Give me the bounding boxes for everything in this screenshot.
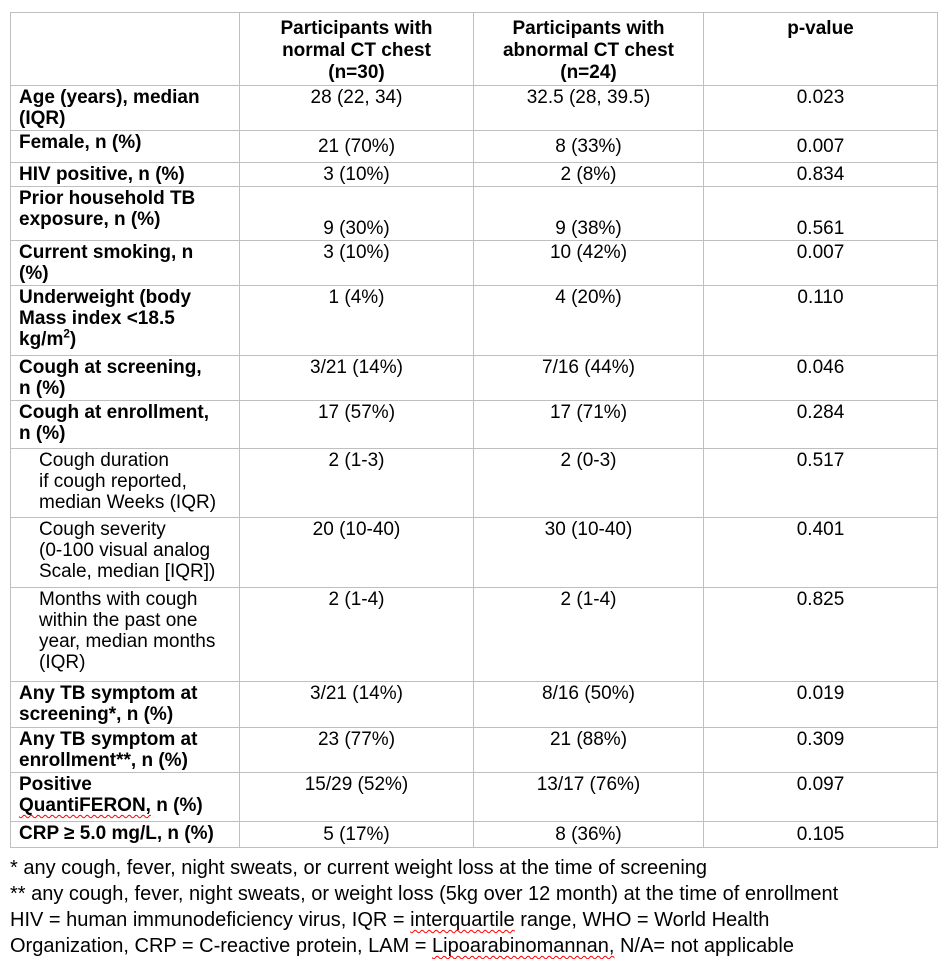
value-normal-ct: 17 (57%) [239,400,474,449]
table-row: Underweight (body Mass index <18.5 kg/m2… [10,285,938,356]
table-row: Cough duration if cough reported, median… [10,448,938,518]
value-abnormal-ct: 10 (42%) [473,240,704,286]
table-row: Prior household TB exposure, n (%) 9 (30%… [10,186,938,241]
value-abnormal-ct: 8 (33%) [473,130,704,163]
row-label: Age (years), median (IQR) [10,85,240,131]
value-normal-ct: 20 (10-40) [239,517,474,588]
table-row: Female, n (%) 21 (70%) 8 (33%) 0.007 [10,130,938,163]
text-segment: N/A= not applicable [614,935,794,957]
row-label: Cough at screening, n (%) [10,355,240,401]
table-row: CRP ≥ 5.0 mg/L, n (%) 5 (17%) 8 (36%) 0.105 [10,821,938,848]
row-label-sub: Cough duration if cough reported, median… [10,448,240,518]
row-label: Underweight (body Mass index <18.5 kg/m2… [10,285,240,356]
row-label: CRP ≥ 5.0 mg/L, n (%) [10,821,240,848]
misspelled-word: Lipoarabinomannan, [432,935,615,957]
p-value: 0.401 [703,517,938,588]
text-segment: n (%) [150,795,203,816]
value-abnormal-ct: 2 (1-4) [473,587,704,682]
table-row: Current smoking, n (%) 3 (10%) 10 (42%) 0.0… [10,240,938,286]
misspelled-word: interquartile [410,909,515,931]
text-segment: Underweight (body Mass index <18.5 kg/m [19,287,192,350]
value-normal-ct: 3/21 (14%) [239,681,474,728]
table-row: Positive QuantiFERON, n (%) 15/29 (52%) 13… [10,772,938,822]
table-row: Any TB symptom at enrollment**, n (%) 23 … [10,727,938,773]
value-abnormal-ct: 17 (71%) [473,400,704,449]
p-value: 0.046 [703,355,938,401]
p-value: 0.561 [703,186,938,241]
footnote: * any cough, fever, night sweats, or cur… [10,857,708,879]
p-value: 0.110 [703,285,938,356]
row-label: Positive QuantiFERON, n (%) [10,772,240,822]
table-row: Cough at screening, n (%) 3/21 (14%) 7/16 … [10,355,938,401]
value-abnormal-ct: 13/17 (76%) [473,772,704,822]
p-value: 0.023 [703,85,938,131]
value-normal-ct: 1 (4%) [239,285,474,356]
value-normal-ct: 2 (1-4) [239,587,474,682]
p-value: 0.007 [703,240,938,286]
table-row: HIV positive, n (%) 3 (10%) 2 (8%) 0.834 [10,162,938,187]
value-abnormal-ct: 4 (20%) [473,285,704,356]
value-normal-ct: 23 (77%) [239,727,474,773]
row-label-sub: Months with cough within the past one ye… [10,587,240,682]
row-label: Any TB symptom at screening*, n (%) [10,681,240,728]
row-label: Cough at enrollment, n (%) [10,400,240,449]
value-normal-ct: 15/29 (52%) [239,772,474,822]
column-header: p-value [703,12,938,86]
table-row: Cough at enrollment, n (%) 17 (57%) 17 (71… [10,400,938,449]
baseline-characteristics-table: Participants with normal CT chest (n=30)… [10,12,938,848]
value-normal-ct: 5 (17%) [239,821,474,848]
footnote: ** any cough, fever, night sweats, or we… [10,883,839,905]
text-segment: HIV = human immunodeficiency virus, IQR … [10,909,411,931]
table-row: Cough severity (0-100 visual analog Scal… [10,517,938,588]
footnote: HIV = human immunodeficiency virus, IQR … [10,907,951,959]
value-abnormal-ct: 2 (0-3) [473,448,704,518]
value-normal-ct: 28 (22, 34) [239,85,474,131]
row-label-sub: Cough severity (0-100 visual analog Scal… [10,517,240,588]
value-normal-ct: 9 (30%) [239,186,474,241]
row-label: Prior household TB exposure, n (%) [10,186,240,241]
value-normal-ct: 3 (10%) [239,162,474,187]
value-abnormal-ct: 30 (10-40) [473,517,704,588]
p-value: 0.019 [703,681,938,728]
value-abnormal-ct: 8/16 (50%) [473,681,704,728]
p-value: 0.825 [703,587,938,682]
footnotes: * any cough, fever, night sweats, or cur… [10,855,951,959]
text-segment: range, WHO = World Health Organization, … [10,909,770,957]
row-label-header [10,12,240,86]
misspelled-word: QuantiFERON, [19,795,151,816]
table-row: Months with cough within the past one ye… [10,587,938,682]
superscript: 2 [63,327,70,341]
value-abnormal-ct: 7/16 (44%) [473,355,704,401]
text-segment: Positive [19,774,92,795]
p-value: 0.309 [703,727,938,773]
table-body: Age (years), median (IQR) 28 (22, 34) 32.5… [10,85,938,848]
row-label: HIV positive, n (%) [10,162,240,187]
row-label: Current smoking, n (%) [10,240,240,286]
value-normal-ct: 3/21 (14%) [239,355,474,401]
value-abnormal-ct: 32.5 (28, 39.5) [473,85,704,131]
header-row: Participants with normal CT chest (n=30)… [10,12,938,86]
table-header: Participants with normal CT chest (n=30)… [10,12,938,86]
table-row: Any TB symptom at screening*, n (%) 3/21 … [10,681,938,728]
value-normal-ct: 2 (1-3) [239,448,474,518]
p-value: 0.007 [703,130,938,163]
row-label: Any TB symptom at enrollment**, n (%) [10,727,240,773]
p-value: 0.517 [703,448,938,518]
value-normal-ct: 3 (10%) [239,240,474,286]
p-value: 0.097 [703,772,938,822]
table-row: Age (years), median (IQR) 28 (22, 34) 32.5… [10,85,938,131]
p-value: 0.105 [703,821,938,848]
column-header: Participants with abnormal CT chest (n=2… [473,12,704,86]
value-normal-ct: 21 (70%) [239,130,474,163]
value-abnormal-ct: 8 (36%) [473,821,704,848]
p-value: 0.834 [703,162,938,187]
row-label: Female, n (%) [10,130,240,163]
value-abnormal-ct: 9 (38%) [473,186,704,241]
p-value: 0.284 [703,400,938,449]
column-header: Participants with normal CT chest (n=30) [239,12,474,86]
value-abnormal-ct: 2 (8%) [473,162,704,187]
text-segment: ) [69,329,77,350]
value-abnormal-ct: 21 (88%) [473,727,704,773]
